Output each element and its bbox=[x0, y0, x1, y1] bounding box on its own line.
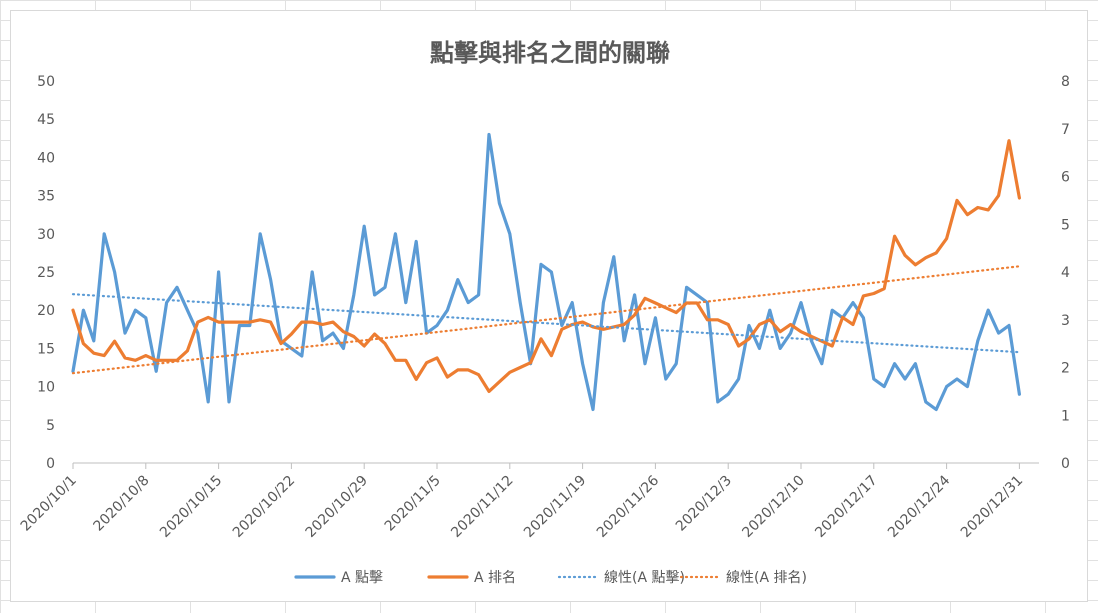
chart-title: 點擊與排名之間的關聯 bbox=[430, 39, 670, 67]
x-tick-label: 2020/12/3 bbox=[673, 473, 735, 535]
y-axis-right: 0 1 2 3 4 5 6 7 8 bbox=[1061, 74, 1070, 472]
x-tick-label: 2020/12/10 bbox=[739, 473, 807, 541]
legend: A 點擊 A 排名 線性(A 點擊) 線性(A 排名) bbox=[294, 569, 807, 586]
series-line-0 bbox=[71, 132, 1022, 412]
series-line-2 bbox=[71, 293, 1021, 354]
plot-area bbox=[71, 132, 1022, 412]
x-tick-label: 2020/12/31 bbox=[958, 473, 1026, 541]
x-tick-label: 2020/11/5 bbox=[382, 473, 444, 535]
y-right-tick-label: 3 bbox=[1061, 313, 1070, 329]
x-tick-label: 2020/10/29 bbox=[303, 473, 371, 541]
y-right-tick-label: 6 bbox=[1061, 170, 1070, 186]
y-left-tick-label: 50 bbox=[37, 74, 55, 90]
y-left-tick-label: 15 bbox=[37, 341, 55, 357]
x-tick-label: 2020/10/22 bbox=[230, 473, 298, 541]
legend-label: A 排名 bbox=[474, 570, 516, 586]
x-tick-label: 2020/11/19 bbox=[521, 473, 589, 541]
legend-label: 線性(A 排名) bbox=[726, 570, 807, 586]
y-left-tick-label: 35 bbox=[37, 189, 55, 205]
x-tick-label: 2020/11/26 bbox=[594, 472, 662, 540]
y-right-tick-label: 8 bbox=[1061, 74, 1070, 90]
y-right-tick-label: 2 bbox=[1061, 361, 1070, 377]
x-tick-label: 2020/10/8 bbox=[91, 473, 153, 535]
y-left-tick-label: 0 bbox=[46, 456, 55, 472]
y-left-tick-label: 5 bbox=[46, 418, 55, 434]
y-right-tick-label: 7 bbox=[1061, 122, 1070, 138]
x-tick-label: 2020/12/24 bbox=[885, 472, 953, 540]
x-axis: 2020/10/1 2020/10/8 2020/10/15 2020/10/22 20… bbox=[18, 462, 1039, 541]
y-left-tick-label: 40 bbox=[37, 150, 55, 166]
series-line-3 bbox=[71, 265, 1021, 375]
legend-label: A 點擊 bbox=[341, 569, 383, 586]
y-right-tick-label: 4 bbox=[1061, 265, 1070, 281]
y-left-tick-label: 45 bbox=[37, 112, 55, 128]
y-left-tick-label: 20 bbox=[37, 303, 55, 319]
y-right-tick-label: 1 bbox=[1061, 408, 1070, 424]
legend-label: 線性(A 點擊) bbox=[604, 569, 685, 586]
x-tick-label: 2020/12/17 bbox=[812, 473, 880, 541]
y-right-tick-label: 0 bbox=[1061, 456, 1070, 472]
y-axis-left: 0 5 10 15 20 25 30 35 40 45 50 bbox=[37, 74, 55, 472]
y-left-tick-label: 30 bbox=[37, 227, 55, 243]
x-tick-label: 2020/10/15 bbox=[157, 473, 225, 541]
y-left-tick-label: 25 bbox=[37, 265, 55, 281]
x-tick-label: 2020/11/12 bbox=[448, 473, 516, 541]
x-tick-label: 2020/10/1 bbox=[18, 473, 80, 535]
y-right-tick-label: 5 bbox=[1061, 217, 1070, 233]
y-left-tick-label: 10 bbox=[37, 380, 55, 396]
series-line-1 bbox=[71, 139, 1022, 393]
